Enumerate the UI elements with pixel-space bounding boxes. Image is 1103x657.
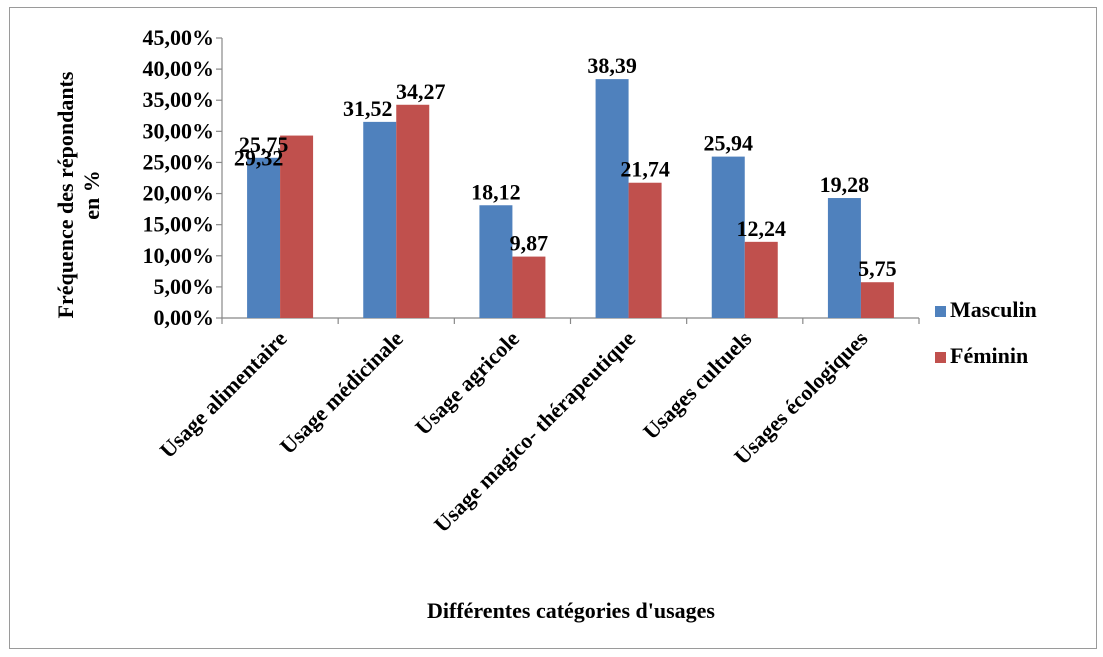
y-axis-title: Fréquence des répondants en % [53, 71, 104, 318]
bar-masculin [711, 156, 745, 318]
category-label: Usage agricole [410, 326, 524, 440]
bar-masculin [479, 205, 513, 318]
data-label: 25,75 [239, 132, 289, 157]
bar-masculin [247, 157, 281, 318]
y-tick-label: 10,00% [143, 243, 215, 268]
data-label: 19,28 [820, 172, 870, 197]
y-axis-title-line-2: en % [79, 170, 104, 220]
data-label: 29,32 [234, 146, 284, 171]
data-label: 31,52 [343, 96, 393, 121]
x-axis-title: Différentes catégories d'usages [427, 598, 715, 623]
data-label: 38,39 [587, 53, 637, 78]
data-label: 5,75 [858, 256, 897, 281]
bar-feminin [860, 282, 894, 318]
bar-feminin [628, 182, 662, 318]
bar-feminin [512, 256, 546, 318]
legend-swatch-feminin [935, 352, 946, 363]
y-tick-label: 15,00% [143, 212, 215, 237]
bar-masculin [827, 198, 861, 318]
y-tick-label: 35,00% [143, 87, 215, 112]
y-axis-title-line-1: Fréquence des répondants [53, 71, 78, 318]
data-label: 18,12 [471, 179, 521, 204]
category-label: Usage médicinale [275, 326, 408, 459]
category-label: Usage magico- thérapeutique [429, 326, 640, 537]
data-label: 21,74 [620, 157, 670, 182]
y-tick-label: 25,00% [143, 149, 215, 174]
bar-feminin [396, 104, 430, 319]
category-label: Usages cultuels [638, 326, 757, 445]
data-label: 25,94 [704, 131, 754, 156]
data-label: 34,27 [396, 79, 446, 104]
legend-swatch-masculin [935, 306, 946, 317]
data-label: 9,87 [510, 231, 549, 256]
data-label: 12,24 [737, 216, 787, 241]
y-tick-label: 0,00% [154, 305, 215, 330]
y-tick-label: 20,00% [143, 181, 215, 206]
y-tick-label: 5,00% [154, 274, 215, 299]
y-tick-label: 30,00% [143, 118, 215, 143]
bar-masculin [595, 79, 629, 318]
category-label: Usage alimentaire [155, 326, 292, 463]
bar-masculin [363, 121, 397, 319]
y-tick-label: 40,00% [143, 56, 215, 81]
legend-label-masculin: Masculin [950, 297, 1037, 322]
y-tick-label: 45,00% [143, 25, 215, 50]
chart-area [9, 7, 1097, 649]
bar-feminin [744, 241, 778, 318]
legend-label-feminin: Féminin [950, 343, 1028, 368]
bar-feminin [280, 135, 314, 318]
